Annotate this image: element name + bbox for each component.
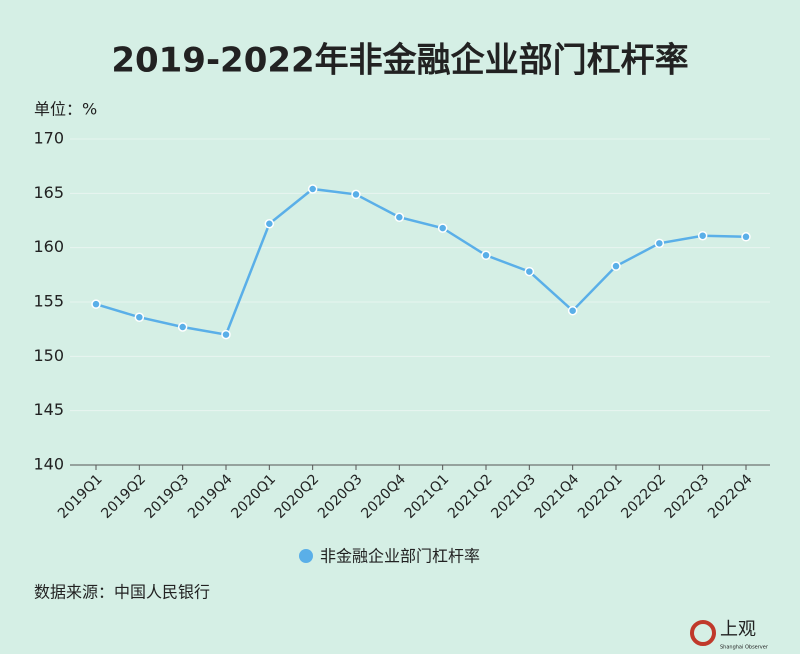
logo-icon: [690, 620, 716, 646]
point: [134, 312, 145, 322]
point: [611, 261, 621, 271]
y-tick-label: 160: [33, 237, 64, 256]
y-tick-label: 145: [33, 400, 64, 419]
line: [95, 187, 747, 337]
x-tick-label: 2019Q2: [98, 471, 149, 522]
x-tick-label: 2021Q4: [532, 471, 583, 522]
x-tick-label: 2020Q2: [272, 471, 323, 522]
point: [481, 250, 491, 261]
logo-subtext: Shanghai Observer: [720, 645, 769, 651]
y-tick-label: 165: [33, 183, 64, 202]
point: [351, 189, 361, 200]
point: [264, 219, 275, 229]
point: [654, 238, 665, 249]
point: [567, 305, 578, 316]
point: [91, 299, 101, 309]
point: [177, 322, 188, 332]
x-tick-label: 2020Q4: [358, 471, 409, 522]
x-tick-label: 2022Q3: [662, 471, 713, 522]
x-tick-label: 2019Q4: [185, 471, 236, 522]
x-tick-label: 2022Q4: [705, 471, 756, 522]
x-tick-label: 2020Q1: [228, 471, 279, 522]
point: [697, 230, 708, 241]
point: [741, 232, 751, 242]
y-tick-label: 140: [33, 455, 64, 474]
unit-label: 单位：%: [34, 100, 97, 119]
x-tick-label: 2019Q3: [142, 471, 193, 522]
point: [437, 223, 448, 233]
x-tick-label: 2019Q1: [55, 471, 106, 522]
point: [394, 212, 405, 222]
y-tick-label: 155: [33, 292, 64, 311]
y-tick-label: 170: [33, 129, 64, 148]
legend-marker: [299, 549, 313, 563]
x-tick-label: 2021Q1: [402, 471, 453, 522]
x-tick-label: 2022Q2: [618, 471, 669, 522]
x-tick-label: 2021Q2: [445, 471, 496, 522]
chart-title: 2019-2022年非金融企业部门杠杆率: [111, 41, 688, 81]
x-tick-label: 2021Q3: [488, 471, 539, 522]
y-tick-label: 150: [33, 346, 64, 365]
point: [524, 266, 535, 277]
logo-text: 上观: [720, 619, 756, 640]
x-tick-label: 2022Q1: [575, 471, 626, 522]
point: [307, 184, 318, 194]
source: 数据来源：中国人民银行: [34, 583, 210, 602]
point: [221, 329, 231, 340]
legend-label: 非金融企业部门杠杆率: [320, 547, 480, 566]
x-tick-label: 2020Q3: [315, 471, 366, 522]
